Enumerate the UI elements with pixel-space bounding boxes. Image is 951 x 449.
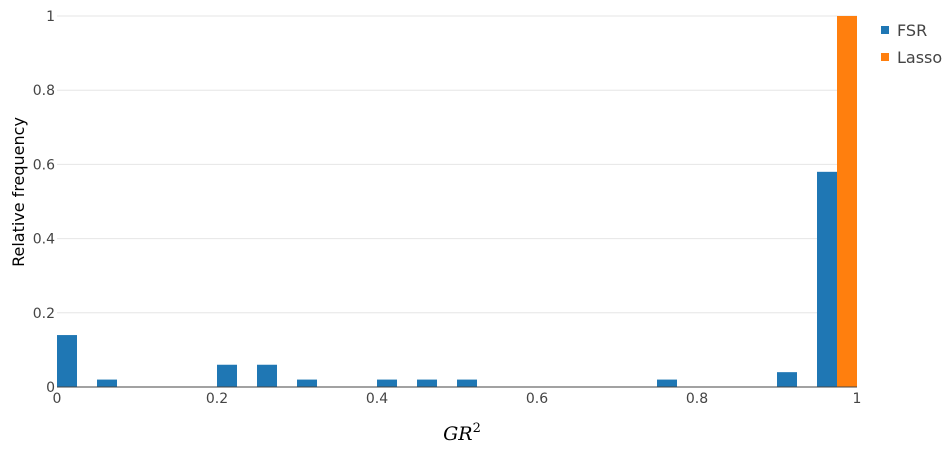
- bar-fsr-2[interactable]: [217, 364, 237, 387]
- x-tick-label-5: 1: [853, 391, 862, 407]
- legend-label-fsr: FSR: [897, 21, 927, 40]
- y-axis-title: Relative frequency: [9, 117, 28, 267]
- bars: [57, 16, 857, 387]
- bar-lasso-0[interactable]: [837, 16, 857, 387]
- x-tick-label-4: 0.8: [686, 391, 708, 407]
- x-axis-title: GR2: [443, 421, 481, 445]
- x-tick-label-1: 0.2: [206, 391, 228, 407]
- bar-fsr-1[interactable]: [97, 379, 117, 387]
- x-tick-label-0: 0: [53, 391, 62, 407]
- bar-fsr-0[interactable]: [57, 335, 77, 387]
- bar-fsr-9[interactable]: [777, 372, 797, 387]
- bar-fsr-7[interactable]: [457, 379, 477, 387]
- x-axis-title-superscript: 2: [473, 421, 481, 436]
- legend-item-lasso[interactable]: Lasso: [881, 48, 942, 67]
- legend-item-fsr[interactable]: FSR: [881, 21, 927, 40]
- bar-fsr-6[interactable]: [417, 379, 437, 387]
- bar-fsr-5[interactable]: [377, 379, 397, 387]
- legend: FSR Lasso: [881, 21, 942, 67]
- y-tick-label-2: 0.4: [33, 232, 55, 248]
- x-tick-label-3: 0.6: [526, 391, 548, 407]
- x-axis-title-base: GR: [443, 423, 472, 445]
- bar-fsr-10[interactable]: [817, 171, 837, 387]
- legend-label-lasso: Lasso: [897, 48, 942, 67]
- y-tick-label-4: 0.8: [33, 83, 55, 99]
- bar-fsr-4[interactable]: [297, 379, 317, 387]
- legend-swatch-lasso: [881, 53, 889, 61]
- y-tick-label-0: 0: [46, 380, 55, 396]
- legend-swatch-fsr: [881, 26, 889, 34]
- x-tick-labels: 0 0.2 0.4 0.6 0.8 1: [53, 391, 862, 407]
- y-tick-label-3: 0.6: [33, 157, 55, 173]
- y-tick-label-5: 1: [46, 9, 55, 25]
- grid-lines: [57, 15, 857, 314]
- y-tick-labels: 0 0.2 0.4 0.6 0.8 1: [33, 9, 55, 396]
- x-tick-label-2: 0.4: [366, 391, 388, 407]
- bar-fsr-3[interactable]: [257, 364, 277, 387]
- y-tick-label-1: 0.2: [33, 306, 55, 322]
- bar-fsr-8[interactable]: [657, 379, 677, 387]
